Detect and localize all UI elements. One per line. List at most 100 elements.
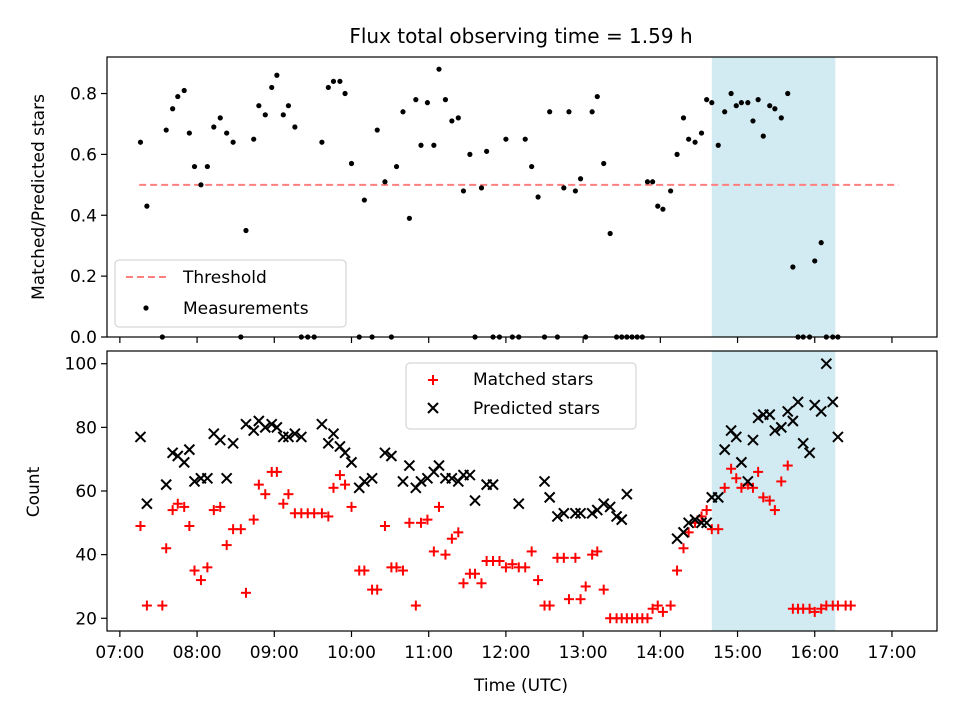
matched-star-point <box>570 552 581 563</box>
y-tick-label: 60 <box>75 482 97 502</box>
measurement-point <box>644 179 651 185</box>
measurement-point <box>704 97 710 103</box>
matched-star-point <box>592 546 603 557</box>
predicted-star-point <box>742 475 754 488</box>
measurement-point <box>529 163 535 170</box>
measurement-point <box>418 142 424 148</box>
legend-predicted-swatch <box>427 402 439 414</box>
measurement-point <box>175 93 181 100</box>
predicted-star-point <box>787 415 799 427</box>
y-tick-label: 0.2 <box>70 267 97 287</box>
matched-star-point <box>410 600 421 611</box>
predicted-star-point <box>277 431 290 443</box>
measurement-point <box>522 136 528 142</box>
x-tick-label: 08:00 <box>173 643 222 663</box>
predicted-star-point <box>730 431 742 443</box>
predicted-star-point <box>201 472 214 484</box>
matched-star-point <box>782 460 793 471</box>
predicted-star-point <box>538 475 551 488</box>
ratio-legend-box <box>114 259 347 328</box>
predicted-star-point <box>815 405 827 418</box>
y-tick-label: 40 <box>75 546 97 566</box>
matched-star-point <box>323 511 334 522</box>
predicted-star-point <box>604 501 616 513</box>
matched-star-point <box>816 603 827 614</box>
matched-star-point <box>470 568 481 579</box>
ratio-y-ticks: 0.0 0.2 0.4 0.6 0.8 <box>70 85 107 348</box>
matched-star-point <box>507 559 518 570</box>
predicted-star-point <box>464 469 476 481</box>
measurement-point <box>655 203 661 209</box>
matched-star-point <box>397 565 408 576</box>
legend-matched-label: Matched stars <box>473 370 593 390</box>
count-points <box>134 358 856 624</box>
matched-star-point <box>157 600 168 611</box>
measurement-point <box>144 203 150 209</box>
predicted-star-point <box>379 447 391 459</box>
predicted-star-point <box>178 456 190 469</box>
matched-star-point <box>458 578 469 589</box>
predicted-star-point <box>712 491 724 504</box>
matched-star-point <box>804 603 815 614</box>
matched-star-point <box>747 482 758 493</box>
predicted-star-point <box>586 507 598 519</box>
x-axis-label: Time (UTC) <box>473 676 568 696</box>
predicted-star-point <box>469 494 481 507</box>
x-tick-label: 12:00 <box>481 643 530 663</box>
predicted-star-point <box>752 412 764 424</box>
predicted-star-point <box>820 358 833 370</box>
x-tick-label: 09:00 <box>250 643 299 663</box>
predicted-star-point <box>385 450 398 462</box>
predicted-star-point <box>397 475 409 488</box>
x-tick-label: 13:00 <box>559 643 608 663</box>
matched-star-point <box>520 562 531 573</box>
predicted-star-point <box>358 475 371 488</box>
measurement-point <box>733 103 739 109</box>
predicted-star-point <box>782 405 794 418</box>
measurement-point <box>709 100 715 106</box>
measurement-point <box>163 127 169 133</box>
measurement-point <box>715 142 721 148</box>
matched-star-point <box>248 514 259 525</box>
measurement-point <box>330 78 337 84</box>
y-tick-label: 80 <box>75 418 97 438</box>
measurement-point <box>547 109 553 115</box>
measurement-point <box>449 118 455 124</box>
measurement-point <box>198 182 204 188</box>
predicted-star-point <box>610 510 623 523</box>
measurement-point <box>680 115 687 121</box>
matched-star-point <box>563 594 574 605</box>
ratio-highlight-band <box>711 57 836 337</box>
ratio-panel: 0.00.20.40.60.8 Matched/Predicted stars … <box>29 56 938 348</box>
measurement-point <box>607 230 613 237</box>
matched-star-point <box>678 543 689 554</box>
predicted-star-point <box>769 424 781 437</box>
measurement-point <box>337 78 343 84</box>
y-tick-label: 0.4 <box>70 206 97 226</box>
matched-star-point <box>161 543 172 554</box>
predicted-star-point <box>322 437 335 449</box>
matched-star-point <box>453 527 464 538</box>
measurement-point <box>274 72 280 78</box>
y-tick-label: 0.6 <box>70 145 97 165</box>
measurement-point <box>589 109 595 115</box>
measurement-point <box>601 160 607 167</box>
matched-star-point <box>184 521 195 531</box>
predicted-star-point <box>134 431 147 443</box>
predicted-star-point <box>266 418 278 430</box>
matched-star-point <box>334 470 345 481</box>
x-tick-label: 07:00 <box>95 643 144 663</box>
predicted-star-point <box>621 488 633 500</box>
y-tick-label: 0.0 <box>70 328 97 348</box>
measurement-point <box>594 93 600 100</box>
measurement-point <box>319 139 325 145</box>
measurement-point <box>535 194 541 200</box>
predicted-star-point <box>366 472 378 484</box>
legend-matched-swatch <box>428 375 438 385</box>
measurement-point <box>406 215 413 221</box>
x-tick-label: 17:00 <box>867 643 916 663</box>
measurement-point <box>413 97 419 103</box>
y-tick-label: 20 <box>75 609 97 629</box>
measurement-point <box>738 100 745 106</box>
count-x-ticks: 07:00 08:00 09:00 10:00 11:00 12:00 13:00 14:00… <box>95 631 916 663</box>
